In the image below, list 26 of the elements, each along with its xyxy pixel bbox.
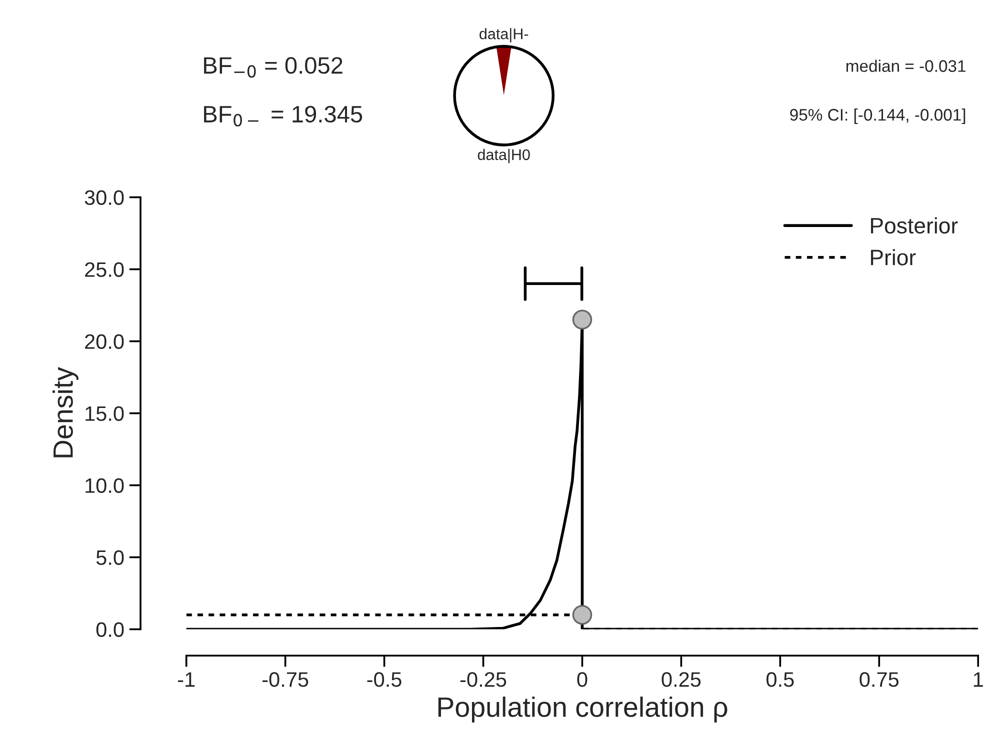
x-tick-label: -0.75: [262, 672, 308, 687]
y-tick-label: 5.0: [96, 550, 124, 566]
x-tick-label: 0.5: [766, 672, 794, 687]
y-tick-label: 15.0: [86, 406, 124, 422]
legend-label: Posterior: [871, 217, 958, 234]
x-tick-label: 0.25: [662, 672, 701, 687]
y-tick-label: 30.0: [84, 190, 124, 206]
text: BF$_{0−}$ = 19.345: [204, 106, 362, 126]
text: BF$_{−0}$ = 0.052: [204, 57, 342, 78]
slice-label: data|H0: [478, 148, 530, 164]
legend-label: Prior: [871, 249, 916, 266]
y-tick-label: 25.0: [85, 262, 124, 278]
y-tick-label: 10.0: [86, 478, 124, 494]
x-tick-label: -1: [178, 672, 195, 687]
x-axis-title: Population correlation ρ: [438, 696, 728, 722]
y-tick-label: 20.0: [85, 334, 124, 350]
x-tick-label: -0.25: [460, 672, 506, 687]
text: 95% CI: [-0.144, -0.001]: [790, 108, 966, 124]
x-tick-label: 1: [974, 672, 983, 687]
x-tick-label: -0.5: [367, 672, 402, 687]
y-axis-title: Density: [52, 366, 78, 458]
slice-label: data|H-: [480, 28, 528, 42]
x-tick-label: 0: [577, 672, 588, 687]
y-tick-label: 0.0: [96, 622, 124, 638]
text: median = -0.031: [846, 60, 966, 72]
x-tick-label: 0.75: [860, 672, 899, 687]
